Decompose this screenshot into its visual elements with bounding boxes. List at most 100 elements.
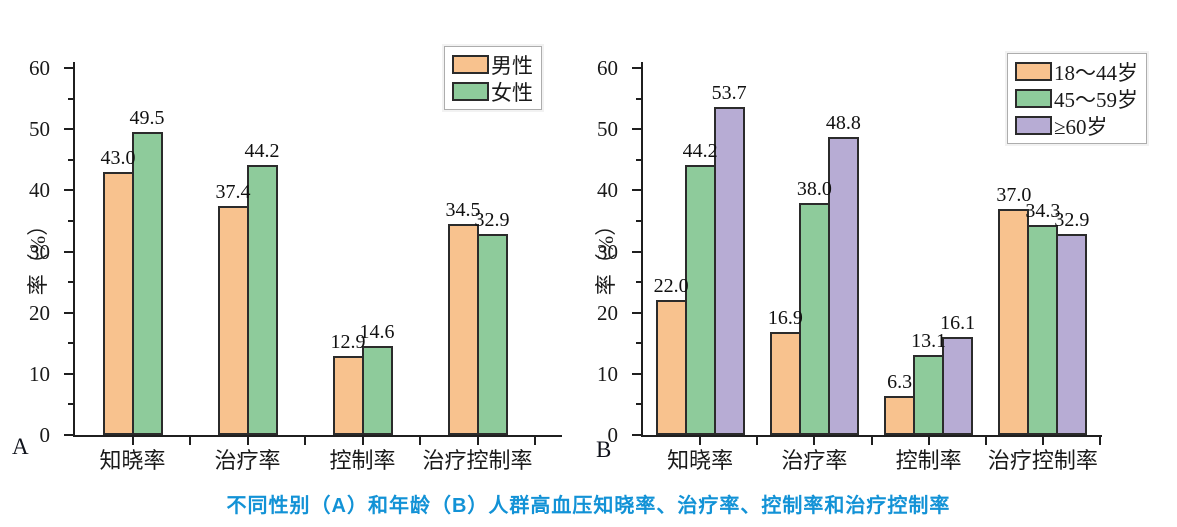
y-tick xyxy=(632,434,641,436)
bar-value-label: 12.9 xyxy=(330,331,366,354)
bar xyxy=(131,132,163,435)
category-label: 治疗率 xyxy=(214,448,281,473)
y-tick-label: 60 xyxy=(29,56,50,80)
bar xyxy=(913,354,945,435)
x-tick xyxy=(1041,437,1044,445)
y-tick xyxy=(64,250,73,253)
y-tick xyxy=(636,97,641,100)
y-tick-label: 40 xyxy=(29,178,50,203)
bar xyxy=(998,208,1030,435)
y-tick xyxy=(636,403,641,406)
x-tick xyxy=(246,437,249,445)
bar-value-label: 37.0 xyxy=(996,183,1032,206)
x-axis xyxy=(641,435,1102,437)
legend-label: 女性 xyxy=(491,80,533,105)
category-label: 治疗控制率 xyxy=(987,448,1098,473)
y-tick xyxy=(68,342,73,345)
bar xyxy=(769,331,801,435)
bar-value-label: 43.0 xyxy=(100,146,136,169)
y-axis-title: 率（%） xyxy=(26,214,50,296)
y-tick xyxy=(64,434,73,436)
y-tick-label: 60 xyxy=(597,56,618,80)
x-tick xyxy=(476,437,479,445)
bar-value-label: 48.8 xyxy=(825,111,861,134)
bar xyxy=(713,106,745,435)
bar-value-label: 32.9 xyxy=(1054,208,1090,231)
bar-value-label: 49.5 xyxy=(129,107,165,130)
bar-value-label: 22.0 xyxy=(653,275,689,298)
x-tick xyxy=(534,437,536,445)
y-axis xyxy=(73,62,75,437)
category-label: 控制率 xyxy=(895,448,962,473)
bar-value-label: 34.3 xyxy=(1025,200,1061,223)
bar-value-label: 44.2 xyxy=(682,139,718,162)
x-tick xyxy=(756,437,759,445)
category-label: 控制率 xyxy=(329,448,396,473)
legend-item: 45～59岁 xyxy=(1015,85,1138,112)
y-tick xyxy=(632,250,641,253)
y-tick xyxy=(68,219,73,222)
bar xyxy=(361,345,393,435)
bar xyxy=(655,300,687,435)
bar-value-label: 16.9 xyxy=(767,306,803,329)
category-label: 治疗率 xyxy=(781,448,848,473)
y-tick-label: 30 xyxy=(29,239,50,264)
legend: 18～44岁 45～59岁 ≥60岁 xyxy=(1007,53,1147,144)
y-tick-label: 20 xyxy=(29,300,50,325)
bar-value-label: 13.1 xyxy=(911,329,947,352)
y-tick-label: 10 xyxy=(597,361,618,386)
bar xyxy=(1027,225,1059,435)
y-tick-label: 0 xyxy=(39,423,51,447)
legend-swatch-icon xyxy=(1015,62,1052,81)
legend-swatch-icon xyxy=(452,55,489,74)
bar-value-label: 32.9 xyxy=(474,208,510,231)
y-tick xyxy=(68,281,73,284)
x-tick xyxy=(927,437,930,445)
legend-swatch-icon xyxy=(1015,89,1052,108)
bar-value-label: 38.0 xyxy=(796,177,832,200)
bar xyxy=(102,171,134,435)
y-tick-label: 50 xyxy=(597,117,618,142)
bar-value-label: 34.5 xyxy=(445,198,481,221)
figure-caption: 不同性别（A）和年龄（B）人群高血压知晓率、治疗率、控制率和治疗控制率 xyxy=(226,495,951,517)
x-tick xyxy=(813,437,816,445)
y-tick xyxy=(636,158,641,161)
x-tick xyxy=(131,437,134,445)
x-tick xyxy=(699,437,702,445)
y-tick xyxy=(632,67,641,69)
legend-item: 男性 xyxy=(452,51,533,78)
legend: 男性 女性 xyxy=(444,46,542,110)
bar xyxy=(942,336,974,435)
legend-label: ≥60岁 xyxy=(1054,114,1108,139)
x-tick xyxy=(1099,437,1101,445)
bar-value-label: 44.2 xyxy=(244,139,280,162)
bar xyxy=(246,164,278,435)
legend-item: 18～44岁 xyxy=(1015,58,1138,85)
y-tick xyxy=(632,128,641,131)
legend-item: 女性 xyxy=(452,78,533,105)
y-tick-label: 50 xyxy=(29,117,50,142)
y-tick xyxy=(64,67,73,69)
y-tick xyxy=(68,97,73,100)
bar xyxy=(884,396,916,435)
y-tick-label: 40 xyxy=(597,178,618,203)
panel-label: A xyxy=(12,434,29,459)
legend-item: ≥60岁 xyxy=(1015,112,1138,139)
y-tick xyxy=(632,372,641,375)
y-axis xyxy=(641,62,643,437)
y-tick xyxy=(636,342,641,345)
x-tick xyxy=(361,437,364,445)
x-tick xyxy=(870,437,873,445)
y-tick xyxy=(64,372,73,375)
bar xyxy=(332,356,364,435)
y-tick-label: 30 xyxy=(597,239,618,264)
y-tick xyxy=(64,128,73,131)
x-axis xyxy=(73,435,562,437)
y-tick xyxy=(632,311,641,314)
bar xyxy=(447,223,479,435)
bar xyxy=(476,233,508,435)
legend-swatch-icon xyxy=(1015,116,1052,135)
y-tick xyxy=(68,158,73,161)
bar-value-label: 6.3 xyxy=(887,371,913,394)
bar-value-label: 53.7 xyxy=(711,81,747,104)
